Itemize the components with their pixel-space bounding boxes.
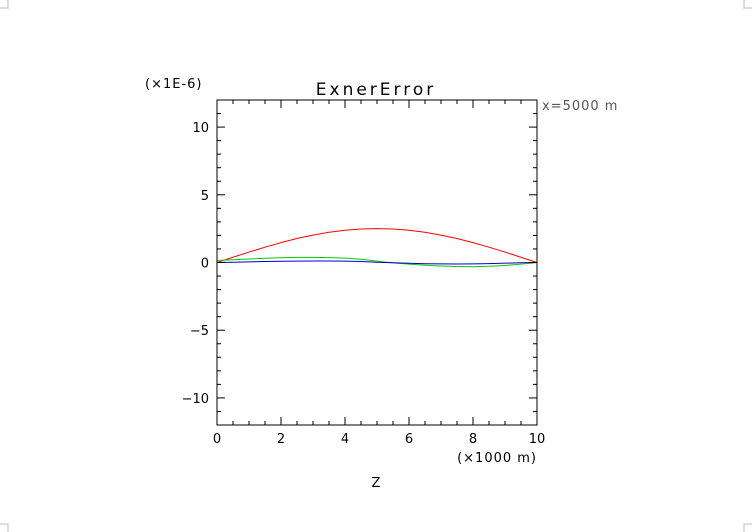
- x-tick-label: 4: [341, 432, 349, 447]
- corner-mark-bottom-right: [743, 523, 752, 532]
- series-line-1: [216, 228, 538, 263]
- series-line-3: [216, 260, 538, 265]
- y-tick-label: −10: [182, 392, 209, 407]
- y-tick-label: 10: [192, 121, 209, 136]
- chart-title: ExnerError: [316, 80, 436, 100]
- y-scale-label: (×1E-6): [145, 77, 202, 92]
- x-axis-label: Z: [372, 476, 381, 491]
- x-tick-label: 10: [529, 432, 546, 447]
- x-tick-label: 0: [213, 432, 221, 447]
- y-tick-label: 0: [201, 257, 209, 272]
- x-tick-label: 2: [277, 432, 285, 447]
- y-tick-label: −5: [190, 324, 209, 339]
- corner-mark-top-right: [743, 0, 752, 9]
- plot-frame: [216, 99, 538, 426]
- annotation-label: x=5000 m: [542, 99, 618, 114]
- x-tick-label: 8: [469, 432, 477, 447]
- corner-mark-top-left: [0, 0, 9, 9]
- y-tick-label: 5: [201, 189, 209, 204]
- corner-mark-bottom-left: [0, 523, 9, 532]
- x-units-label: (×1000 m): [457, 451, 537, 466]
- axis-ticks: [216, 99, 538, 426]
- axis-tick-labels: 0 2 4 6 8 10 −10 −5 0 5 10: [182, 121, 546, 447]
- plot-lines: [216, 228, 538, 268]
- series-line-2: [216, 256, 538, 268]
- x-tick-label: 6: [405, 432, 413, 447]
